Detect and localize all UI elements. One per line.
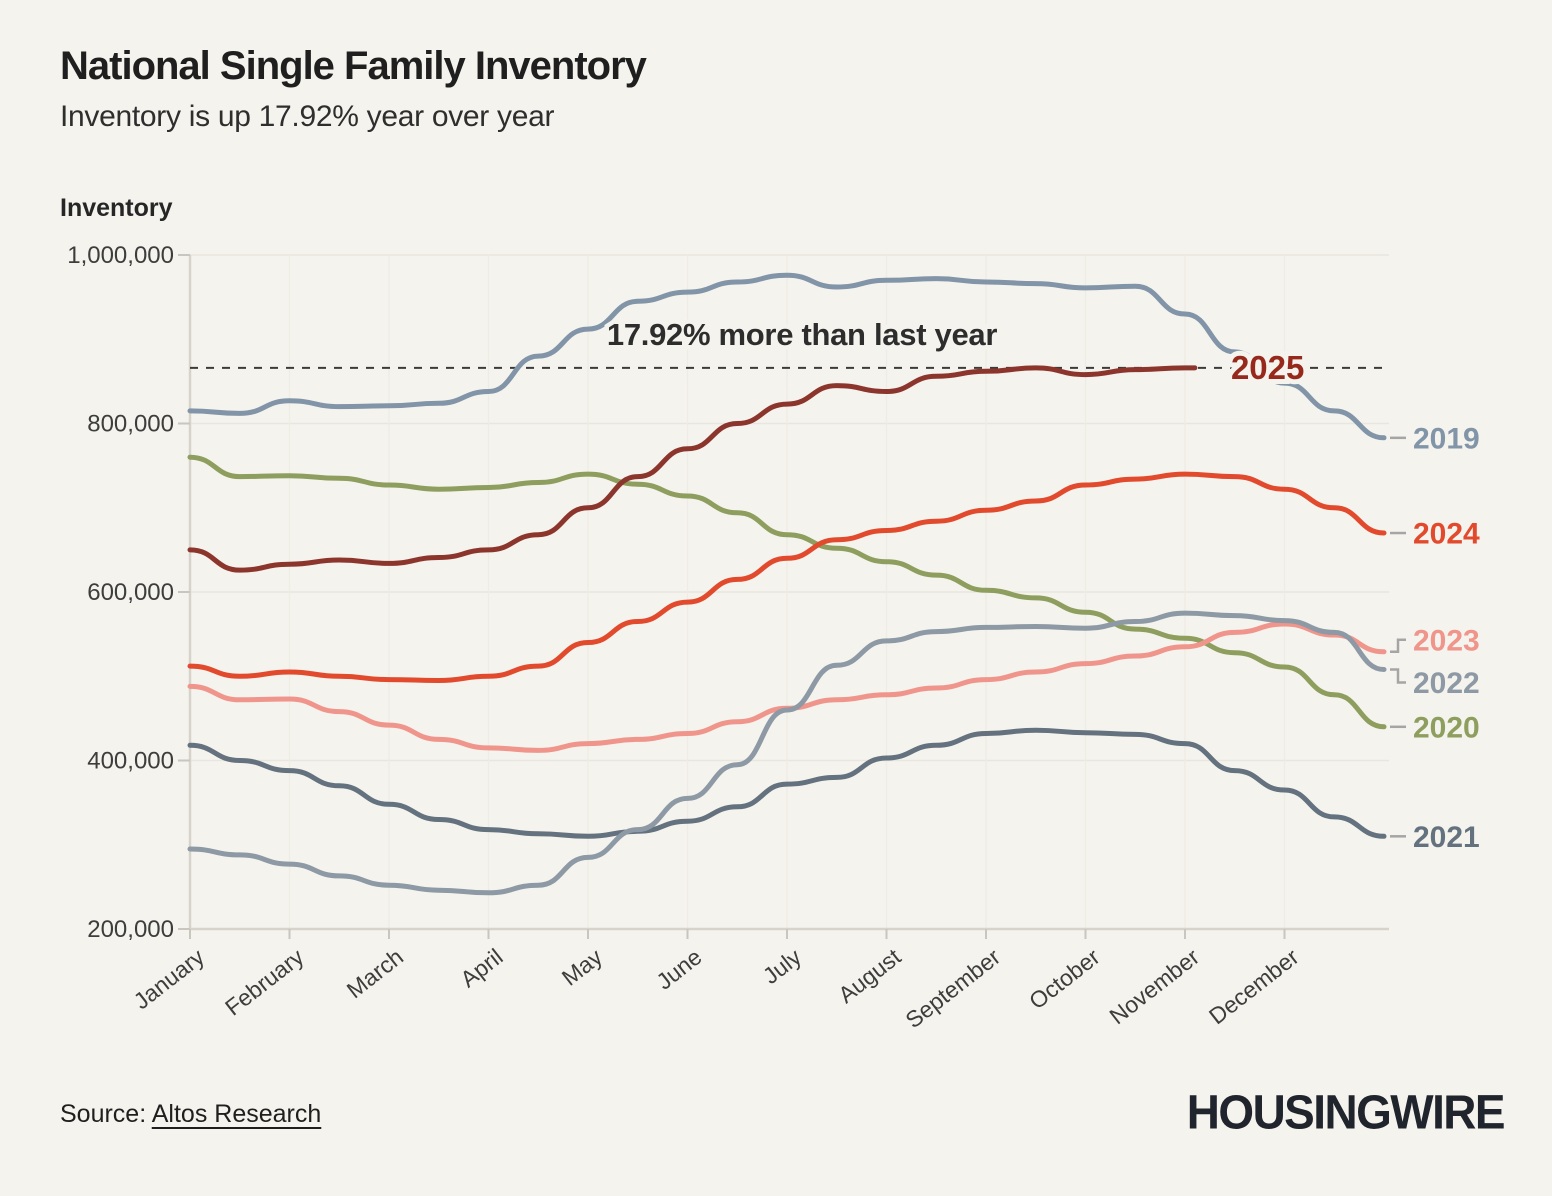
year-label-2019: 2019: [1413, 422, 1480, 455]
y-tick-label: 800,000: [87, 411, 174, 438]
x-tick-label: May: [557, 943, 608, 991]
y-tick-label: 600,000: [87, 579, 174, 606]
year-label-2023: 2023: [1413, 624, 1480, 657]
x-tick-label: October: [1024, 943, 1105, 1014]
year-label-2021: 2021: [1413, 821, 1480, 854]
x-tick-label: June: [651, 943, 706, 994]
source-link[interactable]: Altos Research: [151, 1100, 322, 1128]
source-line: Source: Altos Research: [60, 1100, 321, 1129]
year-label-connector-2022: [1390, 668, 1406, 684]
year-label-2024: 2024: [1413, 518, 1480, 551]
y-axis-title: Inventory: [60, 194, 173, 222]
line-2020: [187, 454, 1387, 730]
housingwire-logo: HOUSINGWIRE: [1186, 1084, 1506, 1140]
page-subtitle: Inventory is up 17.92% year over year: [60, 100, 555, 133]
x-tick-label: April: [455, 943, 507, 992]
source-prefix: Source:: [60, 1100, 152, 1128]
x-tick-label: November: [1104, 943, 1204, 1029]
line-2024: [187, 471, 1387, 683]
x-tick-label: March: [342, 943, 408, 1003]
line-2022: [187, 610, 1387, 896]
page-title: National Single Family Inventory: [60, 44, 647, 88]
line-2025: [187, 365, 1198, 573]
x-tick-label: September: [900, 943, 1005, 1033]
year-label-2020: 2020: [1413, 711, 1480, 744]
year-label-2022: 2022: [1413, 667, 1480, 700]
line-2019: [187, 272, 1387, 441]
yoy-annotation: 17.92% more than last year: [607, 317, 997, 352]
x-tick-label: February: [220, 943, 309, 1020]
y-tick-label: 200,000: [87, 916, 174, 943]
x-tick-label: December: [1204, 943, 1304, 1029]
year-label-2025: 2025: [1231, 349, 1304, 386]
x-tick-label: January: [129, 943, 210, 1014]
x-tick-label: August: [833, 943, 906, 1008]
x-tick-label: July: [758, 943, 807, 989]
y-tick-label: 400,000: [87, 748, 174, 775]
year-label-connector-2023: [1390, 638, 1406, 654]
line-2021: [187, 727, 1387, 839]
y-tick-label: 1,000,000: [67, 242, 174, 269]
